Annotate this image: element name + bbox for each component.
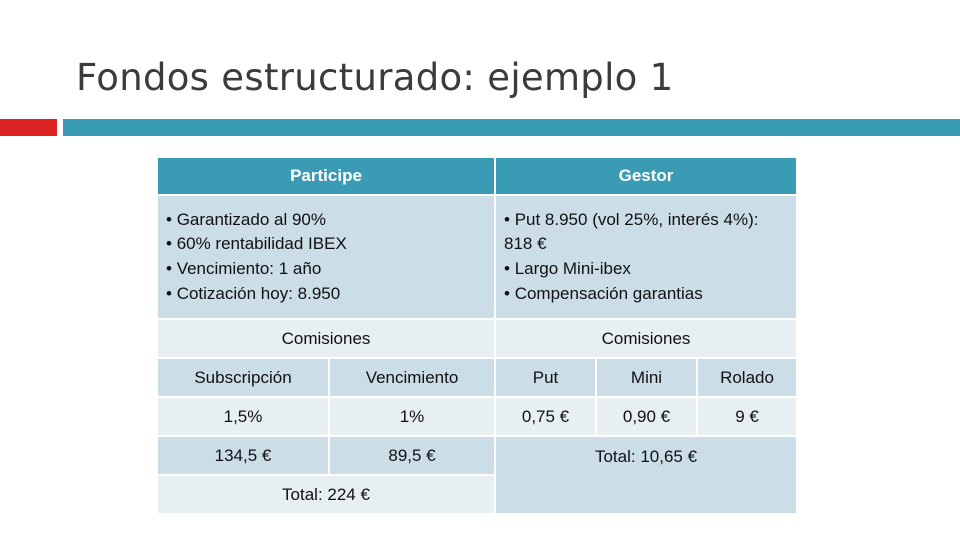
amount-vencimiento: 89,5 €	[328, 435, 496, 476]
gestor-bullet: Put 8.950 (vol 25%, interés 4%): 818 €	[504, 208, 788, 257]
gestor-bullet-list: Put 8.950 (vol 25%, interés 4%): 818 € L…	[504, 208, 788, 307]
rate-vencimiento: 1%	[328, 396, 496, 437]
sub-header-vencimiento: Vencimiento	[328, 357, 496, 398]
rate-rolado: 9 €	[695, 396, 799, 437]
fund-comparison-table: Participe Gestor Garantizado al 90% 60% …	[156, 156, 799, 515]
gestor-bullets-cell: Put 8.950 (vol 25%, interés 4%): 818 € L…	[493, 194, 799, 320]
slide-title: Fondos estructurado: ejemplo 1	[76, 56, 674, 99]
participe-bullet: Garantizado al 90%	[166, 208, 486, 233]
title-rule-red	[0, 119, 57, 136]
rates-row: 1,5% 1% 0,75 € 0,90 € 9 €	[156, 396, 799, 437]
sub-header-put: Put	[494, 357, 597, 398]
sub-header-row: Subscripción Vencimiento Put Mini Rolado	[156, 357, 799, 398]
participe-bullet: 60% rentabilidad IBEX	[166, 232, 486, 257]
gestor-bullet: Largo Mini-ibex	[504, 257, 788, 282]
total-gestor: Total: 10,65 €	[493, 435, 799, 515]
participe-bullet: Vencimiento: 1 año	[166, 257, 486, 282]
sub-header-rolado: Rolado	[695, 357, 799, 398]
header-participe: Participe	[156, 156, 496, 196]
comisiones-label-gestor: Comisiones	[493, 318, 799, 359]
gestor-bullet: Compensación garantias	[504, 282, 788, 307]
header-gestor: Gestor	[493, 156, 799, 196]
bullets-row: Garantizado al 90% 60% rentabilidad IBEX…	[156, 194, 799, 320]
participe-bullet: Cotización hoy: 8.950	[166, 282, 486, 307]
amounts-row: 134,5 € 89,5 € Total: 10,65 €	[156, 435, 799, 515]
rate-mini: 0,90 €	[595, 396, 698, 437]
table-header-row: Participe Gestor	[156, 156, 799, 196]
total-row: Total: 224 €	[156, 474, 797, 515]
amount-subscripcion: 134,5 €	[156, 435, 330, 476]
total-participe: Total: 224 €	[156, 474, 496, 515]
rate-put: 0,75 €	[494, 396, 597, 437]
title-rule-blue	[63, 119, 960, 136]
sub-header-subscripcion: Subscripción	[156, 357, 330, 398]
rate-subscripcion: 1,5%	[156, 396, 330, 437]
comisiones-row: Comisiones Comisiones	[156, 318, 799, 359]
sub-header-mini: Mini	[595, 357, 698, 398]
participe-bullet-list: Garantizado al 90% 60% rentabilidad IBEX…	[166, 208, 486, 307]
participe-bullets-cell: Garantizado al 90% 60% rentabilidad IBEX…	[156, 194, 496, 320]
comisiones-label-participe: Comisiones	[156, 318, 496, 359]
